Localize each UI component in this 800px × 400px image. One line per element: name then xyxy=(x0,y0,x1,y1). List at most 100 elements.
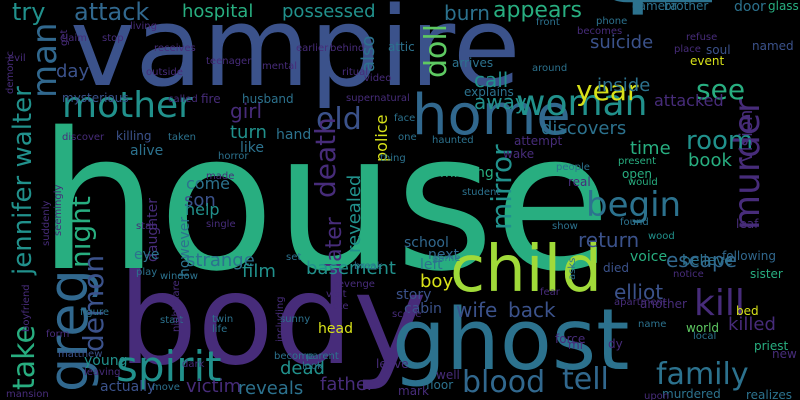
word-matthew: matthew xyxy=(58,349,103,360)
word-world: world xyxy=(686,321,720,335)
word-like: like xyxy=(240,140,265,156)
word-jennifer-walter: jennifer walter xyxy=(8,86,38,275)
word-face: face xyxy=(394,113,416,124)
word-school: school xyxy=(404,235,449,251)
word-glass: glass xyxy=(768,0,799,13)
word-haunted: haunted xyxy=(432,135,474,146)
word-try: try xyxy=(12,0,46,26)
word-help: help xyxy=(185,200,220,219)
word-cabin: cabin xyxy=(404,301,442,317)
word-appears: appears xyxy=(493,0,582,23)
word-play: play xyxy=(136,267,158,278)
word-wife: wife xyxy=(456,298,498,322)
word-around: around xyxy=(532,63,568,74)
word-death: death xyxy=(309,117,342,198)
word-attic: attic xyxy=(388,40,415,54)
word-notice: notice xyxy=(673,269,704,280)
word-killed: killed xyxy=(728,314,776,335)
word-see: see xyxy=(696,73,746,106)
word-sister: sister xyxy=(750,267,783,281)
word-turn: turn xyxy=(230,122,267,143)
word-evil: evil xyxy=(8,53,26,64)
word-demonic: demonic xyxy=(5,51,16,94)
word-tell: tell xyxy=(562,362,609,397)
word-stop: stop xyxy=(102,33,124,44)
word-parent: parent xyxy=(306,351,339,362)
word-look: look xyxy=(302,361,323,372)
word-local: local xyxy=(693,331,717,342)
word-demon: demon xyxy=(77,254,110,352)
word-revealed: revealed xyxy=(344,174,365,253)
word-revenge: revenge xyxy=(334,279,375,290)
word-wood: wood xyxy=(648,231,675,242)
word-one: one xyxy=(398,132,417,143)
word-another: another xyxy=(640,297,687,311)
word-fear: fear xyxy=(540,287,560,298)
word-phone: phone xyxy=(596,16,628,27)
word-show: show xyxy=(552,221,578,232)
word-new: new xyxy=(772,347,797,361)
word-video: video xyxy=(364,73,392,84)
word-game: game xyxy=(432,253,461,264)
word-brother: brother xyxy=(664,0,709,13)
word-name: name xyxy=(638,319,667,330)
word-realizes: realizes xyxy=(746,388,793,400)
word-child: child xyxy=(450,233,602,307)
word-blood: blood xyxy=(462,365,546,400)
word-nightmare: nightmare xyxy=(171,280,182,332)
word-dead: dead xyxy=(280,358,325,379)
word-back: back xyxy=(508,298,556,322)
word-actually: actually xyxy=(100,379,156,395)
word-strange: strange xyxy=(186,250,255,271)
word-following: following xyxy=(722,249,776,263)
word-room: room xyxy=(686,126,754,156)
word-found: found xyxy=(620,217,649,228)
word-start: start xyxy=(160,315,184,326)
word-place: place xyxy=(674,44,701,55)
word-scene: scene xyxy=(392,309,422,320)
word-soul: soul xyxy=(706,43,731,57)
word-voice: voice xyxy=(630,249,668,265)
word-upon: upon xyxy=(644,391,670,400)
word-student: student xyxy=(462,187,501,198)
word-made: made xyxy=(206,171,235,182)
word-son: son xyxy=(184,190,216,211)
word-become: become xyxy=(274,351,315,362)
word-door: door xyxy=(734,0,766,15)
word-discover: discover xyxy=(62,132,105,143)
word-behind: behind xyxy=(330,43,365,54)
word-would: would xyxy=(628,177,658,188)
word-claim: claim xyxy=(60,33,87,44)
word-spirit: spirit xyxy=(116,342,222,391)
word-real: real xyxy=(568,175,591,189)
word-named: named xyxy=(752,39,794,53)
word-suicide: suicide xyxy=(590,32,654,53)
word-break: break xyxy=(354,261,383,272)
word-force: force xyxy=(555,332,586,346)
word-dark: dark xyxy=(182,359,205,370)
word-seemingly: seemingly xyxy=(53,184,64,236)
word-becomes: becomes xyxy=(577,26,623,37)
word-people: people xyxy=(556,162,590,173)
word-receives: receives xyxy=(154,43,196,54)
word-wake: wake xyxy=(503,147,535,161)
word-hospital: hospital xyxy=(182,1,254,22)
word-murdered: murdered xyxy=(662,387,721,400)
word-horror: horror xyxy=(218,151,249,162)
word-body: body xyxy=(118,248,428,393)
word-window: window xyxy=(160,271,198,282)
word-boyfriend: boyfriend xyxy=(21,284,32,332)
word-time: time xyxy=(630,138,671,159)
word-taken: taken xyxy=(168,132,196,143)
word-thing: thing xyxy=(380,153,406,164)
word-ritual: ritual xyxy=(342,67,369,78)
word-including: including xyxy=(275,296,286,342)
word-mansion: mansion xyxy=(6,389,49,400)
word-husband: husband xyxy=(242,92,294,106)
word-camera: camera xyxy=(632,0,678,13)
word-come: come xyxy=(186,174,231,193)
word-attack: attack xyxy=(74,0,150,26)
word-girl: girl xyxy=(230,99,263,123)
word-day: day xyxy=(56,61,90,82)
